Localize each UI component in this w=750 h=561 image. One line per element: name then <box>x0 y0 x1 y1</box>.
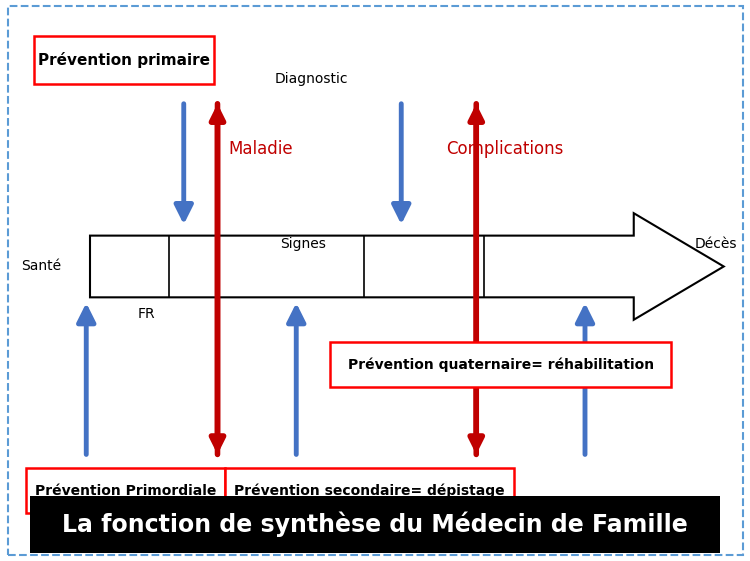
FancyBboxPatch shape <box>225 468 514 513</box>
Text: Santé: Santé <box>21 260 62 273</box>
Text: Prévention secondaire= dépistage: Prévention secondaire= dépistage <box>234 484 505 498</box>
Text: La fonction de synthèse du Médecin de Famille: La fonction de synthèse du Médecin de Fa… <box>62 512 688 537</box>
Text: Complications: Complications <box>446 140 564 158</box>
Text: FR: FR <box>137 307 155 321</box>
Text: Prévention Primordiale: Prévention Primordiale <box>35 484 216 498</box>
Text: Maladie: Maladie <box>229 140 293 158</box>
Text: Diagnostic: Diagnostic <box>274 72 348 85</box>
Text: Prévention quaternaire= réhabilitation: Prévention quaternaire= réhabilitation <box>347 357 654 372</box>
Text: Décès: Décès <box>695 237 737 251</box>
FancyBboxPatch shape <box>34 36 214 84</box>
Polygon shape <box>90 213 724 320</box>
FancyBboxPatch shape <box>330 342 671 387</box>
FancyBboxPatch shape <box>30 496 720 553</box>
FancyBboxPatch shape <box>26 468 225 513</box>
Text: Prévention primaire: Prévention primaire <box>38 52 210 68</box>
Text: Signes: Signes <box>280 237 326 251</box>
